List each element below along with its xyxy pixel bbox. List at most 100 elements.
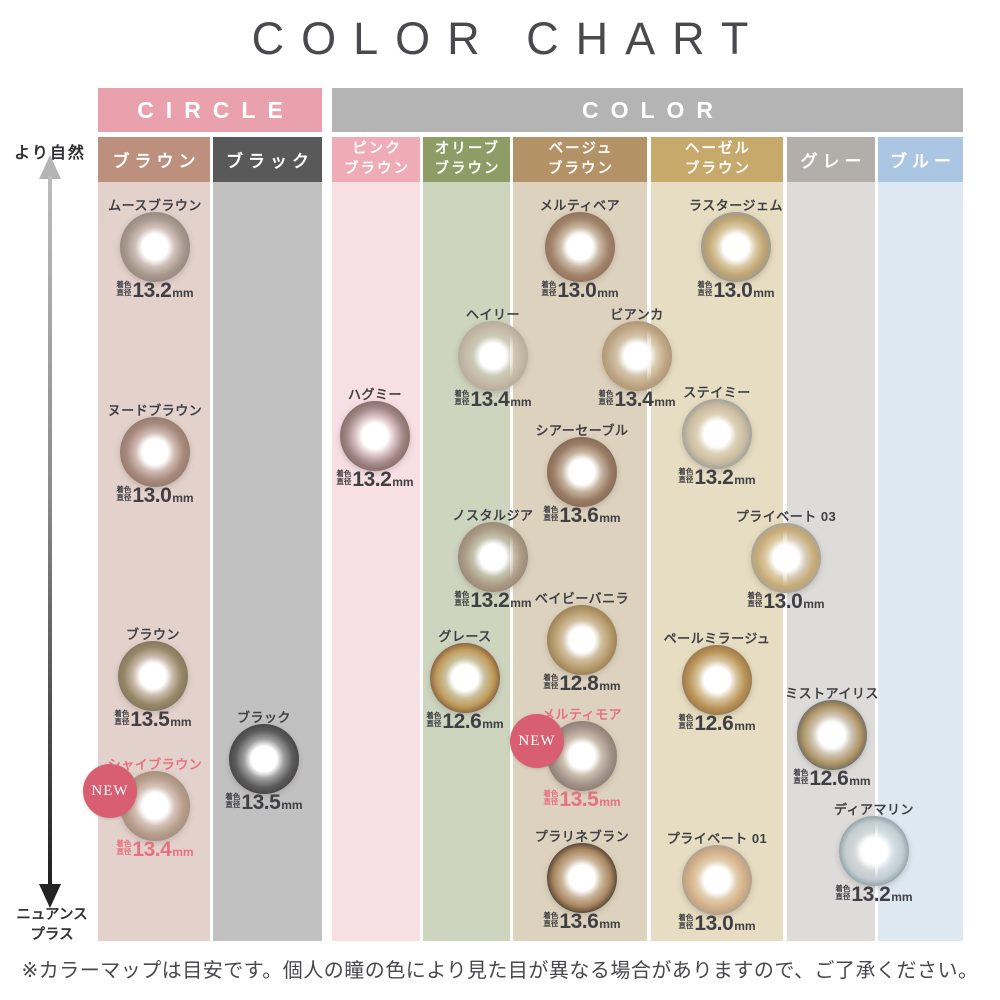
size-unit-label: mm (597, 286, 619, 300)
size-unit-label: mm (599, 511, 621, 525)
size-value: 13.4 (470, 388, 510, 411)
coloring-diameter-private-01: 着色 直径 13.0 mm (647, 913, 787, 934)
size-unit-label: mm (510, 395, 532, 409)
coloring-diameter-melty-bear: 着色 直径 13.0 mm (510, 280, 650, 301)
size-prefix-label: 着色 直径 (426, 710, 442, 729)
product-name-grace: グレース (438, 629, 492, 644)
size-unit-label: mm (172, 491, 194, 505)
size-prefix-label: 着色 直径 (225, 791, 241, 810)
size-prefix-label: 着色 直径 (697, 279, 713, 298)
column-black (213, 182, 322, 941)
coloring-diameter-bianca: 着色 直径 13.4 mm (567, 389, 707, 410)
size-prefix-label: 着色 直径 (543, 788, 559, 807)
lens-image-bianca (602, 321, 672, 391)
size-unit-label: mm (392, 475, 414, 489)
size-prefix-label: 着色 直径 (541, 279, 557, 298)
size-unit-label: mm (172, 845, 194, 859)
product-name-hug-me: ハグミー (347, 387, 402, 402)
lens-image-sheer-sable (547, 437, 617, 507)
lens-image-black (229, 724, 299, 794)
column-header-line: ブラウン (434, 160, 501, 177)
size-prefix-label: 着色 直径 (543, 672, 559, 691)
arrow-down-icon (39, 884, 61, 908)
size-prefix-label: 着色 直径 (336, 468, 352, 487)
column-header-line: ピンク (352, 140, 402, 157)
size-value: 12.8 (559, 672, 599, 695)
column-pink-brown (332, 182, 420, 941)
column-header-line: ブラウン (685, 160, 751, 177)
coloring-diameter-brown: 着色 直径 13.5 mm (83, 709, 223, 730)
size-prefix-label: 着色 直径 (678, 466, 694, 485)
axis-label-nuance-plus: ニュアンス プラス (0, 905, 104, 946)
group-header-circle: CIRCLE (98, 88, 322, 132)
lens-image-baby-vanilla (547, 605, 617, 675)
column-header-line: ブラック (226, 152, 314, 171)
coloring-diameter-pale-mirage: 着色 直径 12.6 mm (647, 713, 787, 734)
column-header-line: ブラウン (344, 160, 410, 177)
size-value: 12.6 (809, 767, 849, 790)
product-name-nude-brown: ヌードブラウン (107, 403, 203, 418)
size-unit-label: mm (281, 798, 303, 812)
column-header-hazel-brown: ヘーゼル ブラウン (651, 137, 783, 182)
column-header-blue: ブルー (878, 137, 963, 182)
lens-image-private-01 (682, 845, 752, 915)
product-name-stay-me: ステイミー (683, 385, 751, 400)
coloring-diameter-shy-brown: 着色 直径 13.4 mm (85, 839, 225, 860)
size-unit-label: mm (734, 719, 756, 733)
column-header-line: グレー (800, 152, 867, 171)
column-header-line: ヘーゼル (685, 140, 751, 157)
size-value: 13.5 (130, 708, 170, 731)
size-value: 13.2 (470, 589, 510, 612)
lens-image-mousse-brown (120, 212, 190, 282)
lens-image-luster-gem (701, 212, 771, 282)
coloring-diameter-black: 着色 直径 13.5 mm (194, 792, 334, 813)
product-name-mousse-brown: ムースブラウン (108, 198, 202, 213)
size-value: 13.0 (694, 912, 734, 935)
coloring-diameter-hailey: 着色 直径 13.4 mm (423, 389, 563, 410)
lens-image-grace (430, 643, 500, 713)
size-unit-label: mm (599, 679, 621, 693)
coloring-diameter-luster-gem: 着色 直径 13.0 mm (666, 280, 806, 301)
size-value: 12.6 (694, 712, 734, 735)
axis-bottom-line2: プラス (30, 927, 74, 944)
lens-image-hug-me (340, 401, 410, 471)
coloring-diameter-nostalgia: 着色 直径 13.2 mm (423, 590, 563, 611)
footnote: ※カラーマップは目安です。個人の瞳の色により見た目が異なる場合がありますので、ご… (21, 960, 979, 982)
size-value: 13.0 (713, 279, 753, 302)
size-unit-label: mm (510, 596, 532, 610)
size-prefix-label: 着色 直径 (543, 504, 559, 523)
column-header-line: ブルー (890, 152, 956, 171)
size-prefix-label: 着色 直径 (116, 838, 132, 857)
size-prefix-label: 着色 直径 (454, 589, 470, 608)
lens-image-private-03 (751, 523, 821, 593)
size-prefix-label: 着色 直径 (116, 484, 132, 503)
arrow-up-icon (39, 155, 61, 179)
size-prefix-label: 着色 直径 (543, 910, 559, 929)
new-badge-melty-more: NEW (510, 714, 564, 768)
axis-arrow (48, 176, 52, 888)
size-prefix-label: 着色 直径 (747, 590, 763, 609)
coloring-diameter-dia-marine: 着色 直径 13.2 mm (804, 884, 944, 905)
coloring-diameter-grace: 着色 直径 12.6 mm (395, 711, 535, 732)
coloring-diameter-nude-brown: 着色 直径 13.0 mm (85, 485, 225, 506)
lens-image-melty-bear (545, 212, 615, 282)
product-name-brown: ブラウン (125, 627, 180, 642)
column-header-line: ブラウン (112, 152, 201, 171)
page-title: COLOR CHART (251, 13, 766, 64)
column-beige-brown (513, 182, 647, 941)
product-name-melty-more: メルティモア (541, 707, 623, 722)
product-name-mist-iris: ミストアイリス (785, 686, 879, 701)
size-prefix-label: 着色 直径 (114, 708, 130, 727)
size-unit-label: mm (170, 715, 192, 729)
coloring-diameter-stay-me: 着色 直径 13.2 mm (647, 467, 787, 488)
column-header-pink-brown: ピンク ブラウン (332, 137, 420, 182)
product-name-sheer-sable: シアーセーブル (535, 423, 629, 438)
product-name-baby-vanilla: ベイビーバニラ (534, 591, 630, 606)
size-value: 13.5 (241, 791, 281, 814)
coloring-diameter-baby-vanilla: 着色 直径 12.8 mm (512, 673, 652, 694)
axis-bottom-line1: ニュアンス (16, 907, 88, 923)
coloring-diameter-private-03: 着色 直径 13.0 mm (716, 591, 856, 612)
size-unit-label: mm (172, 286, 194, 300)
product-name-praline-blanc: プラリネブラン (534, 829, 630, 844)
size-value: 13.2 (851, 883, 891, 906)
